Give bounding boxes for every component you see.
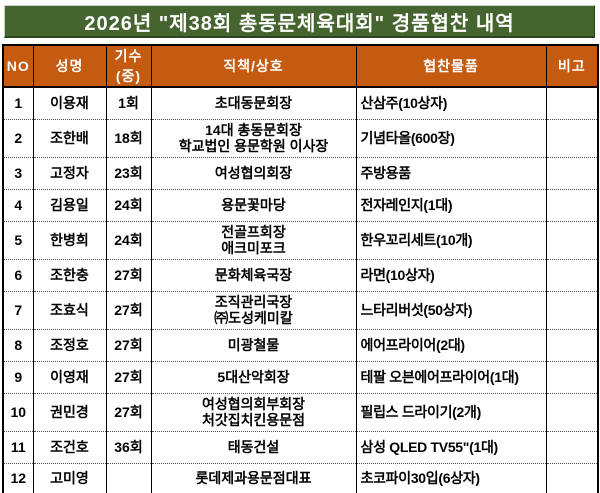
cell-cohort: 27회 (105, 392, 152, 431)
table-row: 9 이영재 27회 5대산악회장 테팔 오븐에어프라이어(1대) (2, 360, 599, 393)
table-row: 3 고정자 23회 여성협의회장 주방용품 (2, 156, 599, 189)
table-row: 5 한병희 24회 전골프회장 애크미포크 한우꼬리세트(10개) (2, 220, 599, 259)
cell-no: 7 (2, 290, 34, 329)
cell-name: 김용일 (32, 188, 107, 221)
document-title: 2026년 "제38회 총동문체육대회" 경품협찬 내역 (4, 5, 595, 38)
cell-position: 전골프회장 애크미포크 (150, 220, 357, 259)
table-row: 6 조한충 27회 문화체육국장 라면(10상자) (2, 258, 599, 291)
table-row: 1 이용재 1회 초대동문회장 산삼주(10상자) (2, 87, 599, 119)
cell-item: 한우꼬리세트(10개) (355, 220, 547, 259)
cell-no: 3 (2, 156, 34, 189)
column-header-cohort: 기수(중) (105, 45, 152, 88)
cell-no: 1 (2, 87, 34, 119)
cell-no: 10 (2, 392, 34, 431)
cell-cohort: 18회 (105, 118, 152, 157)
cell-no: 11 (2, 430, 34, 463)
sponsorship-table: NO 성명 기수(중) 직책/상호 협찬물품 비고 1 이용재 1회 초대동문회… (2, 44, 599, 493)
cell-note (545, 188, 599, 221)
cell-note (545, 328, 599, 361)
cell-item: 라면(10상자) (355, 258, 547, 291)
cell-name: 고정자 (32, 156, 107, 189)
cell-position: 여성협의회부회장 처갓집치킨용문점 (150, 392, 357, 431)
cell-cohort: 36회 (105, 430, 152, 463)
table-row: 4 김용일 24회 용문꽃마당 전자레인지(1대) (2, 188, 599, 221)
cell-cohort: 1회 (105, 87, 152, 119)
cell-cohort: 27회 (105, 258, 152, 291)
column-header-name: 성명 (32, 45, 107, 88)
table-row: 2 조한배 18회 14대 총동문회장 학교법인 용문학원 이사장 기념타올(6… (2, 118, 599, 157)
cell-item: 전자레인지(1대) (355, 188, 547, 221)
cell-position: 미광철물 (150, 328, 357, 361)
cell-position: 조직관리국장 ㈜도성케미칼 (150, 290, 357, 329)
cell-cohort: 24회 (105, 220, 152, 259)
cell-item: 에어프라이어(2대) (355, 328, 547, 361)
cell-note (545, 156, 599, 189)
cell-no: 8 (2, 328, 34, 361)
cell-position: 초대동문회장 (150, 87, 357, 119)
cell-name: 권민경 (32, 392, 107, 431)
cell-name: 고미영 (32, 462, 107, 493)
cell-note (545, 290, 599, 329)
column-header-no: NO (2, 45, 34, 88)
cell-position: 태동건설 (150, 430, 357, 463)
cell-note (545, 220, 599, 259)
cell-note (545, 360, 599, 393)
cell-note (545, 462, 599, 493)
cell-item: 테팔 오븐에어프라이어(1대) (355, 360, 547, 393)
table-row: 11 조건호 36회 태동건설 삼성 QLED TV55"(1대) (2, 430, 599, 463)
cell-name: 이용재 (32, 87, 107, 119)
cell-no: 6 (2, 258, 34, 291)
cell-item: 주방용품 (355, 156, 547, 189)
cell-note (545, 118, 599, 157)
cell-name: 조한배 (32, 118, 107, 157)
cell-no: 5 (2, 220, 34, 259)
cell-position: 용문꽃마당 (150, 188, 357, 221)
cell-name: 조한충 (32, 258, 107, 291)
cell-item: 기념타올(600장) (355, 118, 547, 157)
cell-item: 필립스 드라이기(2개) (355, 392, 547, 431)
cell-position: 여성협의회장 (150, 156, 357, 189)
cell-item: 삼성 QLED TV55"(1대) (355, 430, 547, 463)
cell-name: 한병희 (32, 220, 107, 259)
cell-item: 산삼주(10상자) (355, 87, 547, 119)
cell-cohort: 27회 (105, 328, 152, 361)
table-row: 7 조효식 27회 조직관리국장 ㈜도성케미칼 느타리버섯(50상자) (2, 290, 599, 329)
table-row: 12 고미영 롯데제과용문점대표 초코파이30입(6상자) (2, 462, 599, 493)
cell-position: 문화체육국장 (150, 258, 357, 291)
cell-position: 5대산악회장 (150, 360, 357, 393)
column-header-note: 비고 (545, 45, 599, 88)
cell-cohort: 23회 (105, 156, 152, 189)
cell-note (545, 258, 599, 291)
cell-position: 14대 총동문회장 학교법인 용문학원 이사장 (150, 118, 357, 157)
cell-note (545, 87, 599, 119)
cell-position: 롯데제과용문점대표 (150, 462, 357, 493)
cell-name: 조효식 (32, 290, 107, 329)
cell-cohort: 27회 (105, 360, 152, 393)
column-header-item: 협찬물품 (355, 45, 547, 88)
column-header-position: 직책/상호 (150, 45, 357, 88)
cell-note (545, 392, 599, 431)
cell-no: 2 (2, 118, 34, 157)
cell-note (545, 430, 599, 463)
cell-cohort: 24회 (105, 188, 152, 221)
cell-cohort (105, 462, 152, 493)
cell-name: 조건호 (32, 430, 107, 463)
cell-item: 느타리버섯(50상자) (355, 290, 547, 329)
cell-item: 초코파이30입(6상자) (355, 462, 547, 493)
cell-no: 9 (2, 360, 34, 393)
table-row: 8 조정호 27회 미광철물 에어프라이어(2대) (2, 328, 599, 361)
cell-name: 이영재 (32, 360, 107, 393)
cell-cohort: 27회 (105, 290, 152, 329)
table-header-row: NO 성명 기수(중) 직책/상호 협찬물품 비고 (2, 45, 599, 88)
cell-name: 조정호 (32, 328, 107, 361)
table-row: 10 권민경 27회 여성협의회부회장 처갓집치킨용문점 필립스 드라이기(2개… (2, 392, 599, 431)
cell-no: 4 (2, 188, 34, 221)
cell-no: 12 (2, 462, 34, 493)
